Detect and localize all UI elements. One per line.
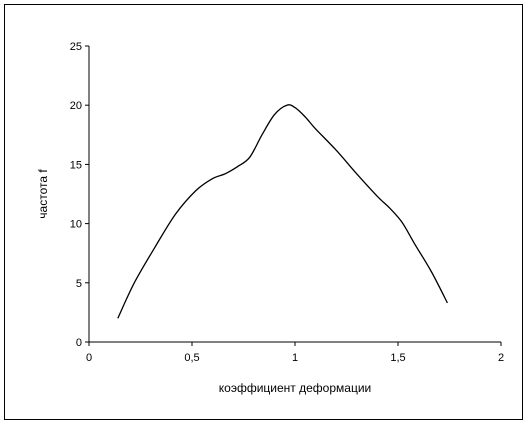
x-tick-label: 0,5 bbox=[184, 352, 199, 364]
x-tick-label: 2 bbox=[498, 352, 504, 364]
y-tick-label: 15 bbox=[70, 159, 82, 171]
axes bbox=[85, 45, 502, 346]
y-tick-label: 5 bbox=[76, 278, 82, 290]
y-tick-label: 25 bbox=[70, 41, 82, 53]
chart-frame: 0 5 10 15 20 25 0 0,5 1 1,5 2 коэффициент деформац… bbox=[4, 4, 523, 420]
y-tick-label: 0 bbox=[76, 337, 82, 349]
x-tick-label: 1 bbox=[292, 352, 298, 364]
y-axis-title: частота f bbox=[36, 169, 50, 219]
y-tick-label: 10 bbox=[70, 219, 82, 231]
x-axis-title: коэффициент деформации bbox=[219, 381, 371, 395]
series-layer bbox=[117, 104, 448, 319]
tick-labels: 0 5 10 15 20 25 0 0,5 1 1,5 2 bbox=[70, 41, 504, 364]
y-tick-label: 20 bbox=[70, 100, 82, 112]
x-tick-label: 1,5 bbox=[390, 352, 405, 364]
line-chart: 0 5 10 15 20 25 0 0,5 1 1,5 2 коэффициент деформац… bbox=[36, 41, 504, 395]
x-tick-label: 0 bbox=[86, 352, 92, 364]
series-line bbox=[117, 104, 448, 319]
